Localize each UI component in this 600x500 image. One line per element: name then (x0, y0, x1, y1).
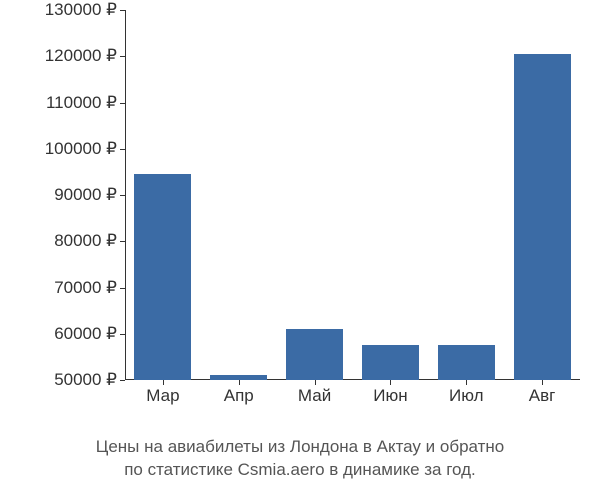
bar (438, 345, 495, 380)
y-tick (120, 10, 125, 11)
bar (362, 345, 419, 380)
y-tick-label: 80000 ₽ (54, 231, 117, 251)
y-tick (120, 149, 125, 150)
x-tick-label: Июл (449, 386, 484, 406)
price-chart: 50000 ₽ 60000 ₽ 70000 ₽ 80000 ₽ 90000 ₽ 10000… (20, 10, 580, 410)
y-tick-label: 50000 ₽ (54, 370, 117, 390)
y-axis-line (125, 10, 126, 380)
bar (514, 54, 571, 380)
y-tick-label: 70000 ₽ (54, 278, 117, 298)
y-tick (120, 103, 125, 104)
bar (134, 174, 191, 380)
y-tick (120, 56, 125, 57)
y-tick-label: 60000 ₽ (54, 324, 117, 344)
y-tick-label: 100000 ₽ (45, 139, 117, 159)
y-axis: 50000 ₽60000 ₽70000 ₽80000 ₽90000 ₽10000… (20, 10, 125, 380)
bar (286, 329, 343, 380)
caption-line-1: Цены на авиабилеты из Лондона в Актау и … (0, 436, 600, 459)
chart-caption: Цены на авиабилеты из Лондона в Актау и … (0, 436, 600, 482)
y-tick (120, 195, 125, 196)
y-tick-label: 90000 ₽ (54, 185, 117, 205)
x-axis: Мар Апр Май Июн Июл Авг (125, 380, 580, 410)
x-tick-label: Авг (529, 386, 556, 406)
plot-area (125, 10, 580, 380)
x-tick-label: Май (298, 386, 331, 406)
y-tick (120, 288, 125, 289)
x-tick-label: Апр (224, 386, 254, 406)
y-tick (120, 241, 125, 242)
x-tick-label: Мар (146, 386, 179, 406)
x-tick-label: Июн (373, 386, 407, 406)
y-tick-label: 130000 ₽ (45, 0, 117, 20)
y-tick-label: 120000 ₽ (45, 46, 117, 66)
caption-line-2: по статистике Csmia.aero в динамике за г… (0, 459, 600, 482)
y-tick-label: 110000 ₽ (46, 93, 117, 113)
y-tick (120, 334, 125, 335)
